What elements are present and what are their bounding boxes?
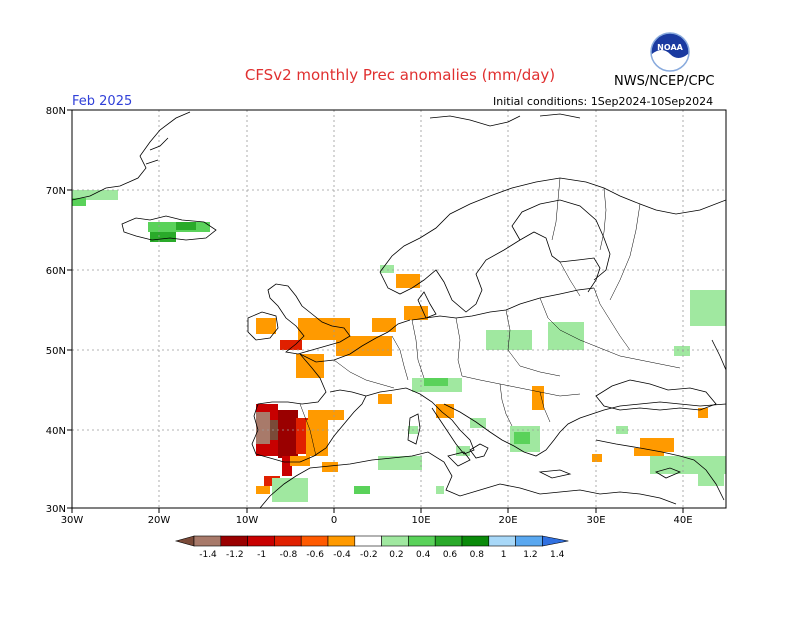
coastlines (72, 111, 726, 508)
lon-label: 20E (498, 515, 517, 526)
lon-label: 0 (331, 515, 337, 526)
lat-label: 80N (46, 106, 66, 117)
legend-swatch (461, 535, 490, 547)
legend-swatch (381, 535, 409, 547)
lon-label: 30E (586, 515, 605, 526)
legend-swatch (434, 535, 463, 547)
legend-label: -0.8 (280, 550, 298, 560)
legend-label: -1.4 (199, 550, 217, 560)
lon-label: 10E (411, 515, 430, 526)
color-legend: -1.4 -1.2 -1 -0.8 -0.6 -0.4 -0.2 0.2 0.4 0.6 0.8 1 1… (174, 535, 569, 560)
lat-label: 30N (46, 504, 66, 515)
lat-label: 60N (46, 266, 66, 277)
legend-swatch (408, 535, 436, 547)
logo-text: NOAA (657, 43, 683, 52)
latitude-labels: 80N 70N 60N 50N 40N 30N (46, 106, 66, 515)
legend-label: 0.8 (470, 550, 485, 560)
legend-label: 0.4 (416, 550, 431, 560)
legend-arrow-low (174, 535, 195, 547)
legend-label: 0.2 (389, 550, 403, 560)
legend-swatch (354, 535, 382, 547)
legend-label: -0.6 (306, 550, 324, 560)
lon-label: 10W (236, 515, 259, 526)
noaa-logo-icon: NOAA (650, 32, 690, 72)
graticule-lines (72, 110, 726, 508)
lat-label: 40N (46, 426, 66, 437)
legend-label: 1 (501, 550, 507, 560)
axis-ticks (67, 109, 684, 513)
legend-label: 1.2 (523, 550, 537, 560)
forecast-month-label: Feb 2025 (72, 94, 133, 109)
legend-label: -1.2 (226, 550, 244, 560)
legend-arrow-high (542, 535, 569, 547)
legend-label: -0.2 (360, 550, 378, 560)
map-title: CFSv2 monthly Prec anomalies (mm/day) (244, 66, 556, 84)
legend-swatch (327, 535, 356, 547)
initial-conditions-label: Initial conditions: 1Sep2024-10Sep2024 (493, 95, 714, 108)
legend-label: 0.6 (443, 550, 458, 560)
legend-label: -1 (257, 550, 266, 560)
anomaly-shading (72, 190, 726, 502)
legend-swatch (488, 535, 516, 547)
legend-swatch (220, 535, 248, 547)
longitude-labels: 30W 20W 10W 0 10E 20E 30E 40E (61, 515, 693, 526)
legend-swatch (193, 535, 222, 547)
lon-label: 20W (148, 515, 171, 526)
legend-swatch (300, 535, 329, 547)
legend-swatch (247, 535, 275, 547)
legend-swatch (515, 535, 543, 547)
lat-label: 50N (46, 346, 66, 357)
lat-label: 70N (46, 186, 66, 197)
lon-label: 40E (673, 515, 692, 526)
legend-label: -0.4 (333, 550, 351, 560)
agency-label: NWS/NCEP/CPC (614, 74, 715, 89)
legend-swatch (274, 535, 302, 547)
country-borders (299, 177, 681, 457)
lon-label: 30W (61, 515, 84, 526)
legend-label: 1.4 (550, 550, 565, 560)
